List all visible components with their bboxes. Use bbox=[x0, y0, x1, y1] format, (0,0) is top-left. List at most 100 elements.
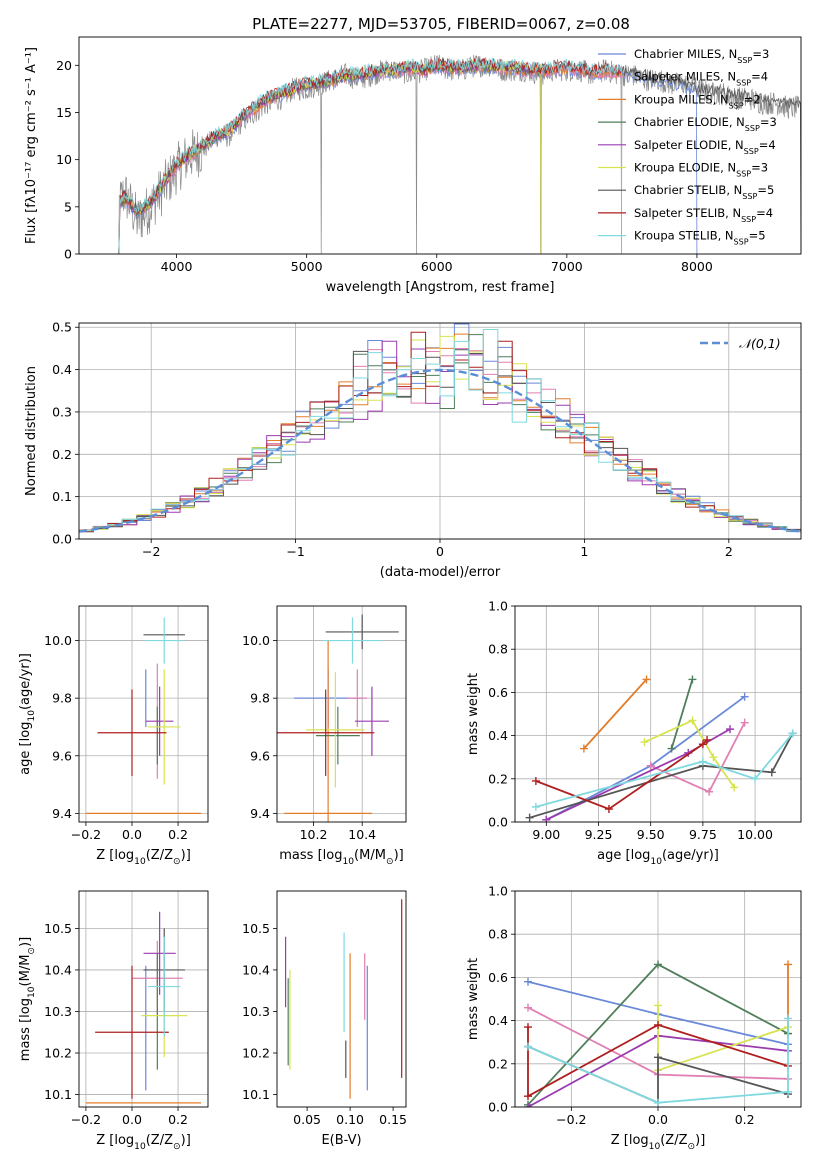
label-text: =4 bbox=[751, 70, 768, 84]
label-text: Normed distribution bbox=[24, 366, 39, 496]
label-text: Z [log bbox=[96, 848, 134, 863]
y-tick-label: 0 bbox=[64, 247, 72, 262]
label-text: (Z/Z bbox=[146, 1133, 173, 1148]
label-text: (M/M bbox=[354, 848, 386, 863]
label-subscript: 10 bbox=[342, 857, 354, 867]
y-tick-label: 10.2 bbox=[242, 1046, 270, 1061]
label-subscript: ⊙ bbox=[27, 947, 37, 955]
label-text: Salpeter STELIB, N bbox=[634, 206, 741, 220]
x-tick-label: 10.2 bbox=[300, 827, 328, 842]
x-tick-label: 0.05 bbox=[293, 1112, 321, 1127]
legend-entry: Salpeter MILES, NSSP=4 bbox=[634, 70, 768, 88]
axes-frame bbox=[78, 322, 802, 540]
y-tick-label: 0.2 bbox=[488, 1056, 508, 1071]
figure-title: PLATE=2277, MJD=53705, FIBERID=0067, z=0… bbox=[252, 15, 630, 33]
y-tick-label: 10.0 bbox=[242, 633, 270, 648]
panel-age-vs-Z: −0.2 0.0 0.29.49.69.810.0Z [log10(Z/Z⊙)]ag… bbox=[18, 605, 209, 867]
x-tick-label: 0.10 bbox=[336, 1112, 364, 1127]
weight-point-marker bbox=[524, 1003, 532, 1012]
panel-weight-vs-Z: −0.2 0.0 0.2 0.0 0.2 0.4 0.6 0.8 1.0 Z [log10(Z/Z… bbox=[466, 884, 802, 1152]
x-tick-label: 10.4 bbox=[348, 827, 376, 842]
y-tick-label: 0.3 bbox=[52, 404, 72, 419]
weight-point-marker bbox=[640, 738, 649, 747]
weight-point-marker bbox=[740, 718, 749, 727]
y-tick-label: 0.5 bbox=[52, 320, 72, 335]
model-spectrum-line bbox=[116, 62, 698, 254]
weight-series-line bbox=[535, 732, 794, 808]
weight-point-marker bbox=[654, 1020, 662, 1029]
x-tick-label: 4000 bbox=[161, 259, 193, 274]
x-tick-label: 2 bbox=[725, 544, 733, 559]
axes-frame bbox=[514, 605, 802, 823]
model-spectrum-line bbox=[116, 59, 542, 254]
axes-frame bbox=[78, 890, 209, 1108]
y-axis-label: mass weight bbox=[466, 958, 481, 1040]
panel-spectrum: 4000 5000 6000 7000 8000 0 5 10 15 20 wavelength [… bbox=[24, 36, 802, 295]
weight-point-marker bbox=[703, 735, 712, 744]
label-text: =3 bbox=[751, 161, 768, 175]
plot-area bbox=[85, 911, 202, 1104]
y-tick-label: 0.1 bbox=[52, 489, 72, 504]
x-tick-label: 9.50 bbox=[637, 827, 665, 842]
label-text: Kroupa MILES, N bbox=[634, 92, 729, 106]
weight-point-marker bbox=[688, 675, 697, 684]
label-subscript: ⊙ bbox=[688, 1142, 696, 1152]
label-text: Z [log bbox=[96, 1133, 134, 1148]
weight-series-line bbox=[644, 719, 735, 788]
y-tick-label: 10.4 bbox=[242, 962, 270, 977]
x-axis-label: Z [log10(Z/Z⊙)] bbox=[96, 848, 191, 867]
label-subscript: 10 bbox=[134, 1142, 146, 1152]
weight-point-marker bbox=[730, 783, 739, 792]
y-axis-label: Normed distribution bbox=[24, 366, 39, 496]
label-subscript: SSP bbox=[744, 146, 759, 155]
label-text: mass [log bbox=[18, 998, 33, 1061]
axes-frame bbox=[276, 605, 407, 823]
weight-point-marker bbox=[767, 768, 776, 777]
y-tick-label: 0.6 bbox=[488, 685, 508, 700]
y-tick-label: 0.0 bbox=[488, 815, 508, 830]
x-axis-label: age [log10(age/yr)] bbox=[597, 848, 719, 867]
weight-series-line bbox=[583, 678, 648, 750]
y-tick-label: 10 bbox=[56, 152, 72, 167]
x-tick-label: 0.2 bbox=[168, 1112, 188, 1127]
panel-residuals: −2 −1 0 1 2 0.0 0.1 0.2 0.3 0.4 0.5 (data-model)/er… bbox=[24, 320, 802, 580]
y-tick-label: 0.2 bbox=[52, 447, 72, 462]
label-text: Kroupa ELODIE, N bbox=[634, 161, 736, 175]
label-text: )] bbox=[695, 1133, 705, 1148]
weight-point-marker bbox=[784, 1087, 792, 1096]
normal-reference-curve bbox=[79, 368, 801, 533]
weight-point-marker bbox=[642, 675, 651, 684]
label-text: (age/yr)] bbox=[662, 848, 719, 863]
label-subscript: 10 bbox=[649, 1142, 661, 1152]
label-text: mass weight bbox=[466, 958, 481, 1040]
x-tick-label: 5000 bbox=[291, 259, 323, 274]
label-text: =3 bbox=[752, 47, 769, 61]
x-axis-label: wavelength [Angstrom, rest frame] bbox=[326, 280, 555, 295]
y-tick-label: 10.1 bbox=[242, 1087, 270, 1102]
weight-point-marker bbox=[698, 740, 707, 749]
label-subscript: SSP bbox=[736, 78, 751, 87]
weight-point-marker bbox=[524, 977, 532, 986]
y-axis-label: age [log10(age/yr)] bbox=[18, 653, 37, 775]
weight-series-line bbox=[527, 1023, 789, 1098]
x-tick-label: 0.15 bbox=[379, 1112, 407, 1127]
plot-area bbox=[524, 960, 792, 1107]
y-tick-label: 15 bbox=[56, 105, 72, 120]
weight-point-marker bbox=[542, 815, 551, 822]
label-subscript: ⊙ bbox=[386, 857, 394, 867]
y-tick-label: 10.5 bbox=[44, 921, 72, 936]
y-tick-label: 20 bbox=[56, 58, 72, 73]
weight-point-marker bbox=[579, 744, 588, 753]
label-text: Chabrier ELODIE, N bbox=[634, 115, 745, 129]
label-text: (M/M bbox=[18, 955, 33, 987]
label-text: =4 bbox=[756, 206, 773, 220]
plot-area bbox=[116, 54, 801, 254]
x-tick-label: −1 bbox=[286, 544, 304, 559]
x-tick-label: 10.00 bbox=[737, 827, 773, 842]
x-tick-label: 0.2 bbox=[168, 827, 188, 842]
x-tick-label: 0.2 bbox=[735, 1112, 755, 1127]
label-subscript: 10 bbox=[27, 986, 37, 998]
weight-point-marker bbox=[784, 960, 792, 969]
label-subscript: SSP bbox=[742, 192, 757, 201]
